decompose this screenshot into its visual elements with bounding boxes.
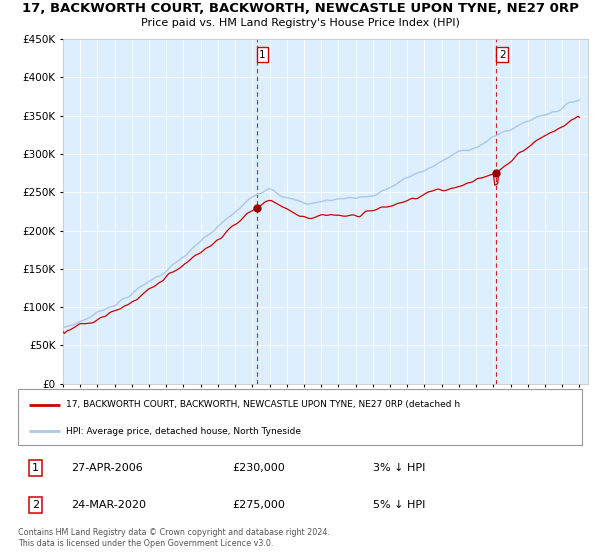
Text: 1: 1	[32, 463, 39, 473]
Text: 2: 2	[32, 500, 39, 510]
Text: Contains HM Land Registry data © Crown copyright and database right 2024.
This d: Contains HM Land Registry data © Crown c…	[18, 528, 330, 548]
Text: Price paid vs. HM Land Registry's House Price Index (HPI): Price paid vs. HM Land Registry's House …	[140, 18, 460, 28]
Text: 2: 2	[499, 49, 505, 59]
Text: £275,000: £275,000	[232, 500, 285, 510]
Text: 17, BACKWORTH COURT, BACKWORTH, NEWCASTLE UPON TYNE, NE27 0RP: 17, BACKWORTH COURT, BACKWORTH, NEWCASTL…	[22, 2, 578, 15]
Text: 1: 1	[259, 49, 266, 59]
Text: 24-MAR-2020: 24-MAR-2020	[71, 500, 146, 510]
Text: 17, BACKWORTH COURT, BACKWORTH, NEWCASTLE UPON TYNE, NE27 0RP (detached h: 17, BACKWORTH COURT, BACKWORTH, NEWCASTL…	[66, 400, 460, 409]
Text: HPI: Average price, detached house, North Tyneside: HPI: Average price, detached house, Nort…	[66, 427, 301, 436]
Text: 5% ↓ HPI: 5% ↓ HPI	[373, 500, 425, 510]
Text: 3% ↓ HPI: 3% ↓ HPI	[373, 463, 425, 473]
Text: 27-APR-2006: 27-APR-2006	[71, 463, 143, 473]
Text: £230,000: £230,000	[232, 463, 285, 473]
